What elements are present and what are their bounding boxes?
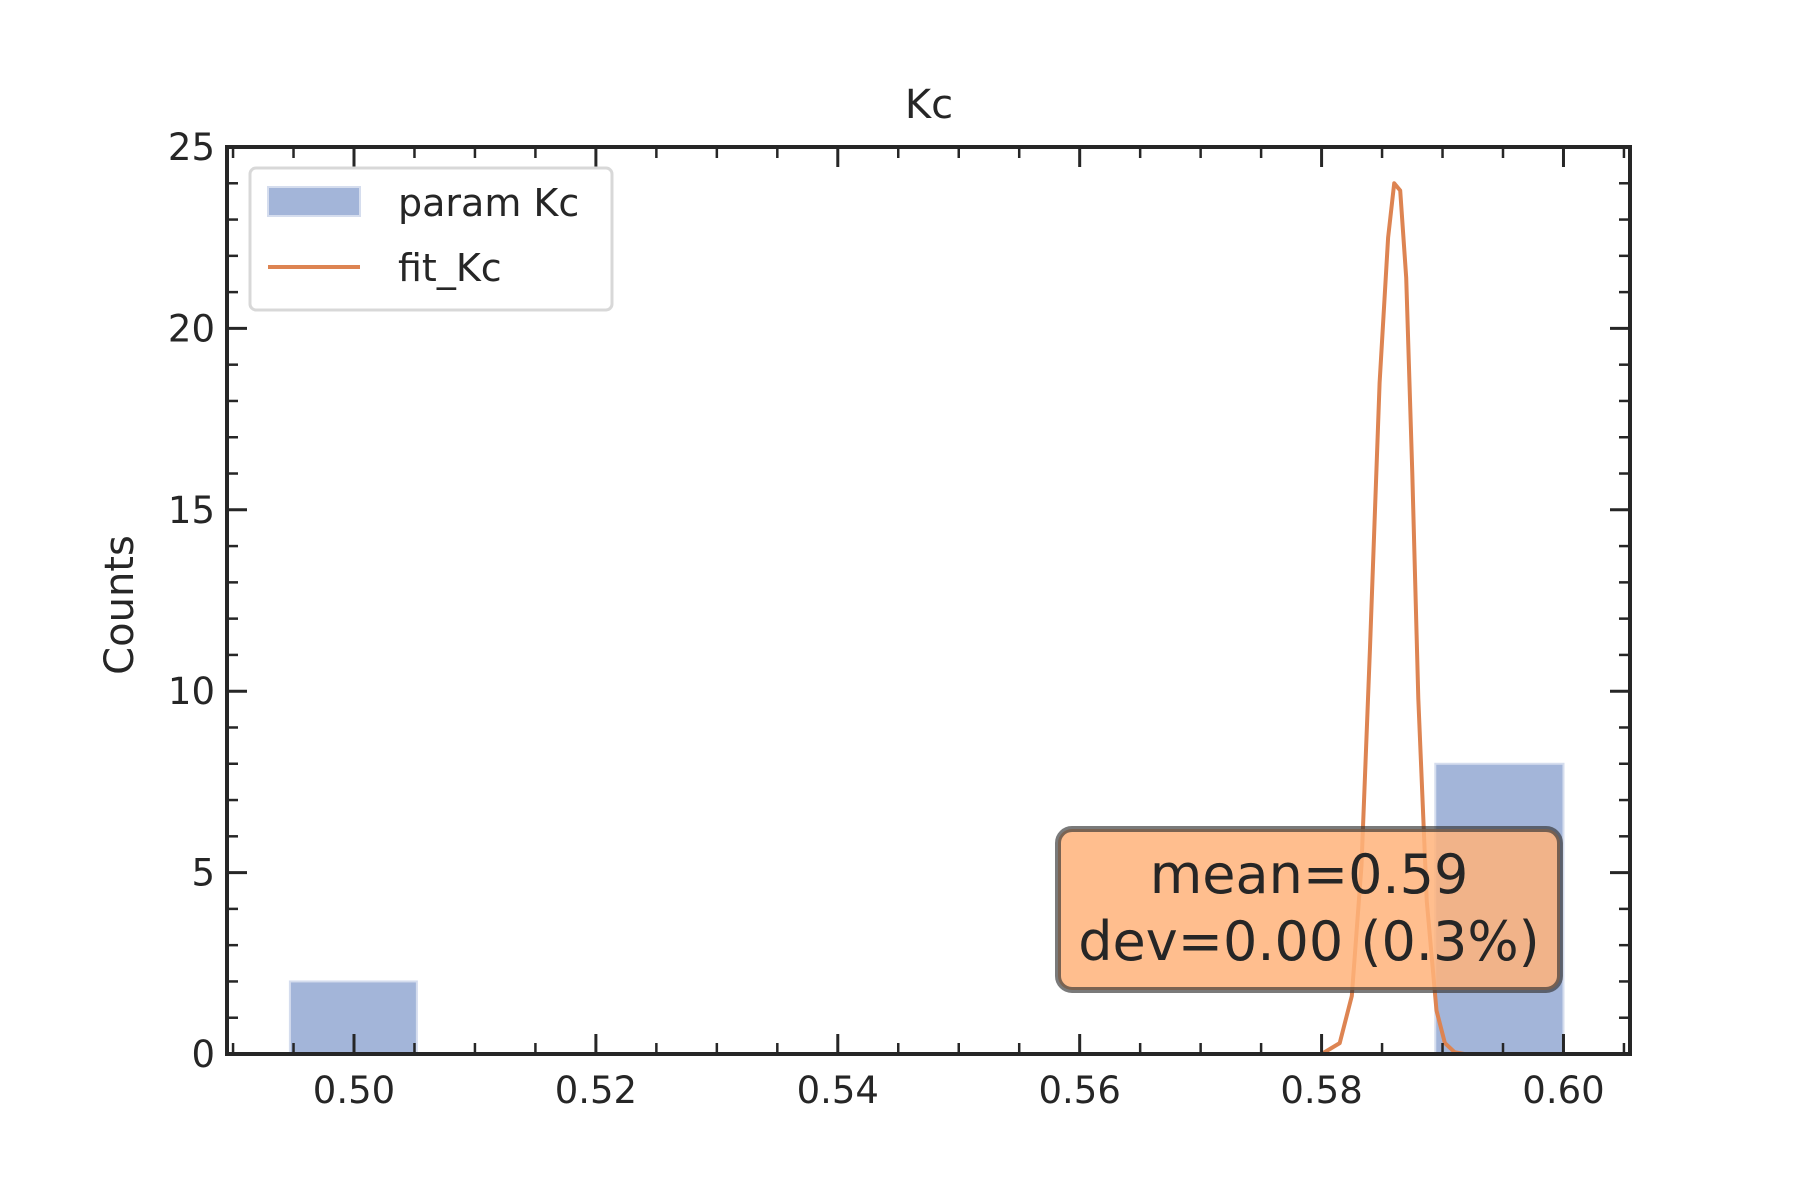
axis-ticks: 0.50 0.52 0.54 0.56 0.58 0.60 0 5 10 15 20 25 <box>168 126 1630 1112</box>
y-tick-label: 25 <box>168 126 215 169</box>
x-tick-label: 0.52 <box>555 1069 637 1112</box>
x-tick-label: 0.50 <box>313 1069 395 1112</box>
stats-dev-text: dev=0.00 (0.3%) <box>1078 910 1539 973</box>
x-tick-label: 0.56 <box>1038 1069 1120 1112</box>
x-tick-label: 0.60 <box>1522 1069 1604 1112</box>
x-tick-label: 0.54 <box>797 1069 879 1112</box>
y-tick-label: 5 <box>191 852 215 895</box>
y-tick-label: 0 <box>191 1033 215 1076</box>
chart-title: Kc <box>905 82 953 128</box>
x-tick-label: 0.58 <box>1280 1069 1362 1112</box>
legend-label-fit: fit_Kc <box>398 246 502 290</box>
y-tick-label: 10 <box>168 670 215 713</box>
stats-box <box>1055 826 1563 993</box>
legend-swatch-histogram <box>267 186 361 217</box>
legend: param Kc fit_Kc <box>248 166 614 312</box>
y-tick-label: 20 <box>168 307 215 350</box>
y-axis-label: Counts <box>97 535 143 675</box>
stats-mean-text: mean=0.59 <box>1150 843 1469 906</box>
plot-frame <box>225 145 1632 1056</box>
legend-label-histogram: param Kc <box>398 181 579 225</box>
y-tick-label: 15 <box>168 489 215 532</box>
